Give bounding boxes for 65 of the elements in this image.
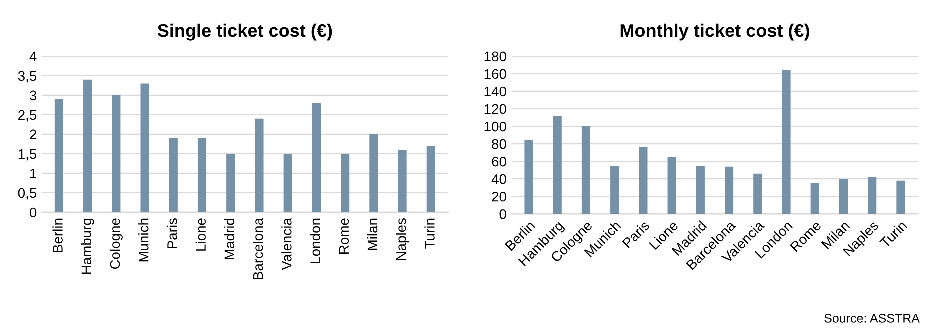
bar: [54, 99, 64, 212]
bar: [169, 138, 178, 212]
y-tick-label: 0,5: [18, 188, 37, 200]
bar: [896, 180, 906, 214]
chart-title: Single ticket cost (€): [158, 24, 332, 41]
x-tick-label: Naples: [396, 218, 410, 260]
x-tick-label: Hamburg: [81, 218, 94, 274]
bar: [610, 166, 620, 214]
y-tick-label: 100: [484, 122, 506, 132]
bar: [553, 116, 562, 214]
x-tick-label: Cologne: [110, 218, 123, 270]
bar: [696, 166, 705, 214]
x-tick-label: Barcelona: [253, 218, 264, 280]
y-tick-label: 0: [30, 208, 37, 218]
chart-title: Monthly ticket cost (€): [620, 24, 810, 41]
x-tick-label: Rome: [339, 218, 350, 254]
y-tick-label: 160: [484, 69, 506, 80]
bar: [284, 154, 292, 212]
y-tick-label: 0: [500, 209, 506, 220]
bar: [84, 80, 92, 212]
x-tick-label: Lione: [196, 218, 206, 251]
bar: [398, 150, 407, 212]
bar: [140, 84, 150, 212]
bar: [839, 179, 848, 214]
bar: [112, 95, 121, 212]
bar: [312, 103, 321, 212]
y-tick-label: 3: [30, 90, 37, 101]
x-tick-label: Turin: [424, 218, 435, 249]
y-tick-label: 1,5: [18, 149, 37, 161]
x-tick-label: Berlin: [52, 218, 63, 252]
bar: [868, 177, 877, 214]
bar: [255, 118, 264, 212]
x-tick-label: Valencia: [282, 218, 292, 270]
y-tick-label: 40: [492, 174, 506, 184]
bar: [782, 70, 791, 214]
bar: [724, 166, 734, 214]
x-tick-label: Paris: [167, 218, 178, 249]
bar: [198, 138, 207, 212]
bar: [810, 183, 820, 214]
x-tick-label: Madrid: [224, 218, 235, 260]
y-tick-label: 80: [492, 139, 506, 150]
y-tick-label: 120: [484, 104, 506, 114]
bar: [639, 148, 648, 214]
y-tick-label: 4: [30, 52, 37, 62]
bar: [754, 174, 762, 214]
bar: [426, 146, 436, 212]
y-tick-label: 60: [492, 156, 506, 167]
x-tick-label: Munich: [138, 218, 149, 262]
y-tick-label: 1: [30, 168, 36, 179]
bar: [668, 157, 676, 214]
bar: [370, 134, 378, 212]
source-note: Source: ASSTRA: [824, 314, 920, 323]
x-tick-label: Milan: [367, 218, 378, 250]
y-tick-label: 3,5: [18, 71, 37, 83]
bar: [341, 154, 350, 212]
x-tick-label: London: [310, 218, 320, 264]
x-tick-label: Turin: [879, 220, 908, 249]
y-tick-label: 2,5: [18, 110, 37, 122]
bar: [226, 154, 236, 212]
bar: [582, 126, 591, 214]
y-tick-label: 180: [484, 52, 506, 62]
y-tick-label: 2: [30, 130, 36, 140]
bar: [524, 140, 534, 214]
y-tick-label: 20: [492, 192, 506, 202]
y-tick-label: 140: [484, 86, 506, 97]
